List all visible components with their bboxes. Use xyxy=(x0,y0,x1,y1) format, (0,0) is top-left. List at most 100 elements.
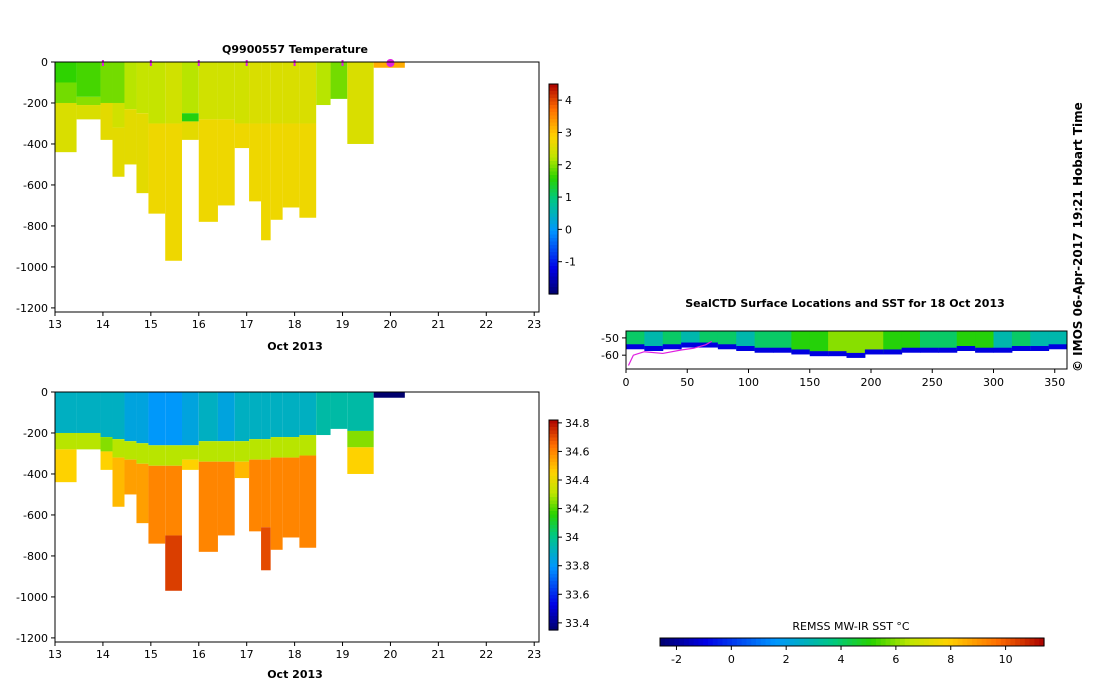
profile-cell xyxy=(270,392,283,438)
colorbar-segment xyxy=(746,638,752,646)
profile-cell xyxy=(217,441,235,462)
colorbar-segment xyxy=(549,189,558,194)
colorbar-segment xyxy=(549,171,558,176)
colorbar-segment xyxy=(549,546,558,551)
x-tick-label: 21 xyxy=(431,648,445,661)
colorbar-segment xyxy=(549,563,558,568)
profile-cell xyxy=(165,62,182,124)
profile-cell xyxy=(249,123,262,202)
profile-cell xyxy=(112,102,125,128)
profile-cell xyxy=(282,457,300,538)
colorbar-segment xyxy=(549,500,558,505)
colorbar-segment xyxy=(549,437,558,442)
sst-ice-edge xyxy=(681,342,700,348)
sst-ice-edge xyxy=(644,346,664,351)
colorbar-segment xyxy=(549,178,558,183)
colorbar-segment xyxy=(549,570,558,575)
colorbar-segment xyxy=(674,638,680,646)
temperature-y-ticks: 0 -200 -400 -600 -800 -1000 -1200 xyxy=(16,56,55,315)
colorbar-segment xyxy=(852,638,858,646)
sst-colorbar-label: REMSS MW-IR SST °C xyxy=(792,620,910,633)
y-tick-label: -1200 xyxy=(16,302,48,315)
sst-ice-edge xyxy=(736,346,756,351)
colorbar-segment xyxy=(549,444,558,449)
profile-cell xyxy=(282,437,300,458)
salinity-profiles xyxy=(55,392,405,591)
y-tick-label: -50 xyxy=(601,332,619,345)
colorbar-tick-label: 34.8 xyxy=(565,417,590,430)
colorbar-segment xyxy=(549,612,558,617)
sst-ice-edge xyxy=(1048,344,1068,350)
colorbar-segment xyxy=(832,638,839,646)
temperature-profiles xyxy=(55,62,405,261)
profile-cell xyxy=(261,62,271,124)
sst-segment xyxy=(791,331,811,354)
colorbar-segment xyxy=(549,458,558,463)
colorbar-segment xyxy=(789,638,795,646)
colorbar-segment xyxy=(962,638,968,646)
profile-cell xyxy=(124,109,137,165)
colorbar-segment xyxy=(549,584,558,589)
colorbar-segment xyxy=(717,638,723,646)
x-tick-label: 22 xyxy=(479,318,493,331)
colorbar-segment xyxy=(900,638,906,646)
colorbar-segment xyxy=(549,210,558,215)
colorbar-segment xyxy=(549,476,558,481)
colorbar-segment xyxy=(549,605,558,610)
profile-cell xyxy=(76,105,101,120)
colorbar-segment xyxy=(861,638,867,646)
colorbar-segment xyxy=(799,638,805,646)
temperature-panel: Q9900557 Temperature 0 -200 -400 -600 -800 -1… xyxy=(16,43,576,353)
profile-cell xyxy=(181,62,199,114)
profile-cell xyxy=(112,127,125,177)
profile-cell xyxy=(181,459,199,470)
colorbar-segment xyxy=(549,122,558,127)
colorbar-segment xyxy=(967,638,973,646)
colorbar-segment xyxy=(549,602,558,607)
x-tick-label: 14 xyxy=(96,318,110,331)
profile-cell xyxy=(55,432,77,450)
x-tick-label: 0 xyxy=(623,376,630,389)
colorbar-segment xyxy=(549,199,558,204)
colorbar-segment xyxy=(549,486,558,491)
profile-cell xyxy=(136,62,149,114)
colorbar-segment xyxy=(549,283,558,288)
colorbar-segment xyxy=(549,105,558,110)
profile-cell xyxy=(261,459,271,528)
sst-segment xyxy=(828,331,847,356)
colorbar-segment xyxy=(828,638,834,646)
colorbar-segment xyxy=(756,638,762,646)
colorbar-segment xyxy=(549,84,558,89)
profile-cell xyxy=(181,445,199,460)
y-tick-label: -200 xyxy=(23,427,48,440)
colorbar-segment xyxy=(549,269,558,274)
colorbar-segment xyxy=(760,638,767,646)
colorbar-segment xyxy=(549,98,558,103)
colorbar-segment xyxy=(909,638,915,646)
profile-cell xyxy=(299,62,317,124)
colorbar-segment xyxy=(664,638,671,646)
y-tick-label: -400 xyxy=(23,468,48,481)
colorbar-segment xyxy=(880,638,887,646)
profile-cell xyxy=(234,123,250,149)
colorbar-segment xyxy=(770,638,776,646)
map-x-ticks: 0 50 100 150 200 250 300 350 xyxy=(623,369,1065,389)
profile-cell xyxy=(148,392,166,446)
colorbar-tick-label: 2 xyxy=(565,159,572,172)
colorbar-segment xyxy=(549,231,558,236)
profile-cell xyxy=(217,461,235,536)
colorbar-tick-label: 8 xyxy=(947,653,954,666)
colorbar-segment xyxy=(732,638,738,646)
profile-cell xyxy=(261,527,271,571)
profile-cell xyxy=(217,119,235,206)
profile-cell xyxy=(76,62,101,97)
sst-ice-edge xyxy=(993,347,1013,353)
profile-cell xyxy=(316,62,331,106)
colorbar-segment xyxy=(549,455,558,460)
colorbar-segment xyxy=(549,94,558,99)
profile-cell xyxy=(373,392,405,398)
map-plot-frame xyxy=(625,330,1068,370)
x-tick-label: 19 xyxy=(336,318,350,331)
profile-cell xyxy=(270,437,283,458)
profile-cell xyxy=(165,535,182,591)
